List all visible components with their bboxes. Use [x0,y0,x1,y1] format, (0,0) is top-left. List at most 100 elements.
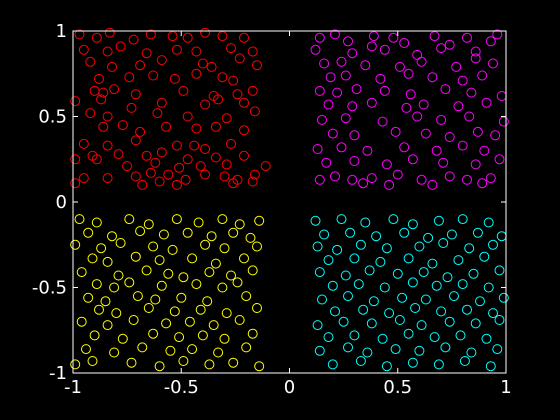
data-point-s2-74 [247,328,258,339]
data-point-s2-72 [197,330,208,341]
data-point-s3-84 [327,359,338,370]
data-point-s2-36 [178,272,189,283]
data-point-s2-47 [83,292,94,303]
data-point-s1-74 [470,159,481,170]
data-point-s0-44 [156,97,167,108]
data-point-s1-16 [470,46,481,57]
data-point-s1-60 [472,126,483,137]
data-point-s2-86 [178,356,189,366]
data-point-s2-68 [89,330,100,341]
data-point-s2-39 [247,265,258,276]
data-point-s2-22 [200,239,211,250]
data-point-s2-29 [187,253,198,264]
data-point-s3-28 [427,258,438,269]
data-point-s0-8 [217,31,228,42]
data-point-s0-10 [78,44,89,55]
data-point-s0-84 [102,173,113,184]
data-point-s2-8 [254,215,265,226]
data-point-s2-3 [143,219,154,230]
data-point-s1-41 [323,99,334,110]
data-point-s2-10 [107,231,117,242]
data-point-s3-46 [317,294,327,305]
data-point-s1-42 [347,101,358,112]
data-point-s3-1 [336,214,347,225]
data-point-s1-12 [366,41,377,52]
data-point-s0-40 [247,85,258,96]
data-point-s1-49 [340,113,351,124]
data-point-s3-18 [355,239,366,250]
data-point-s1-80 [392,169,403,180]
data-point-s2-17 [70,239,81,250]
data-point-s2-61 [76,316,87,327]
data-point-s3-78 [362,347,373,358]
data-point-s2-83 [87,356,98,366]
data-point-s0-71 [156,147,167,158]
data-point-s1-76 [314,174,325,185]
data-point-s0-11 [102,46,113,57]
data-point-s0-36 [130,89,141,100]
data-point-s0-7 [200,27,211,38]
data-point-s0-1 [91,32,102,43]
data-point-s3-77 [343,342,353,353]
data-point-s2-88 [228,357,239,368]
data-point-s0-14 [171,44,182,55]
data-point-s0-47 [239,97,249,108]
data-point-s1-44 [401,102,412,113]
data-point-s0-73 [210,152,221,163]
data-point-s3-0 [310,215,321,226]
data-point-s0-42 [96,94,107,105]
data-point-s2-31 [239,253,249,264]
data-point-s2-62 [102,320,113,331]
data-point-s3-83 [492,344,503,355]
data-point-s2-19 [115,238,126,248]
data-point-s0-95 [154,176,165,187]
data-point-s0-37 [178,85,189,96]
data-point-s0-72 [182,154,193,165]
data-point-s1-50 [377,116,388,127]
data-point-s3-48 [368,296,379,307]
data-point-s3-29 [453,255,464,266]
data-point-s2-56 [143,303,154,313]
data-point-s3-67 [470,318,481,329]
data-point-s2-67 [234,315,245,325]
data-point-s0-98 [247,176,258,187]
data-point-s0-57 [161,121,172,132]
data-point-s3-27 [403,253,414,264]
data-point-s2-82 [70,359,81,370]
data-point-s1-45 [418,99,429,110]
data-point-s3-2 [360,217,371,228]
data-point-s3-74 [455,330,466,341]
data-point-s0-50 [152,108,163,119]
data-point-s1-15 [436,43,447,54]
data-point-s2-76 [109,347,120,358]
data-point-s2-52 [202,296,213,307]
data-point-s1-85 [358,178,369,189]
data-point-s3-47 [343,291,353,302]
data-point-s1-34 [332,87,343,98]
data-point-s2-12 [158,229,169,240]
data-point-s1-19 [336,56,347,67]
data-point-s3-90 [485,361,496,372]
data-point-s3-69 [323,332,334,343]
data-point-s0-54 [98,121,109,132]
data-point-s0-21 [156,55,167,66]
data-point-s0-77 [122,161,133,172]
data-point-s2-66 [208,320,219,331]
data-point-s3-62 [338,316,349,327]
data-point-s0-28 [148,70,159,81]
data-point-s0-26 [94,73,104,84]
data-point-s2-16 [245,232,256,243]
data-point-s2-35 [163,268,174,279]
data-point-s1-30 [427,72,438,83]
data-point-s1-43 [366,97,377,108]
data-point-s1-56 [349,130,360,141]
data-point-s3-79 [390,344,401,355]
data-point-s0-12 [115,41,126,52]
data-point-s0-43 [126,102,137,113]
points-layer [70,27,509,372]
data-point-s1-68 [479,145,490,156]
data-point-s3-60 [488,308,498,319]
data-point-s1-21 [394,61,405,72]
data-point-s3-80 [414,345,425,356]
